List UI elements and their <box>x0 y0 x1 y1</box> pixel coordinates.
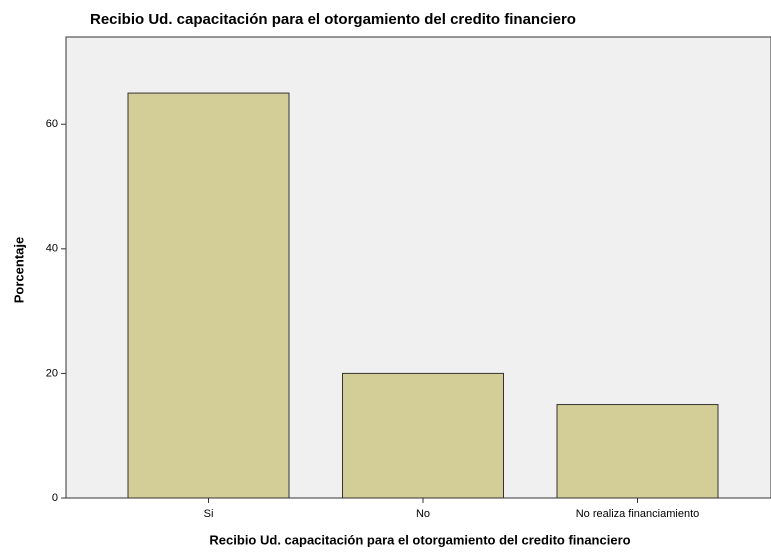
bar <box>556 404 719 499</box>
bar <box>127 92 290 499</box>
y-tick-label: 0 <box>52 492 58 504</box>
y-tick-label: 60 <box>46 118 58 130</box>
x-tick-label: No realiza financiamiento <box>576 508 700 520</box>
y-tick-label: 40 <box>46 243 58 255</box>
x-tick-label: No <box>416 508 430 520</box>
x-tick-label: Si <box>204 508 214 520</box>
bar <box>342 372 504 499</box>
x-axis-title: Recibio Ud. capacitación para el otorgam… <box>209 532 630 547</box>
y-tick-label: 20 <box>46 367 58 379</box>
y-axis-title: Porcentaje <box>11 237 26 303</box>
chart-title: Recibio Ud. capacitación para el otorgam… <box>90 11 576 28</box>
